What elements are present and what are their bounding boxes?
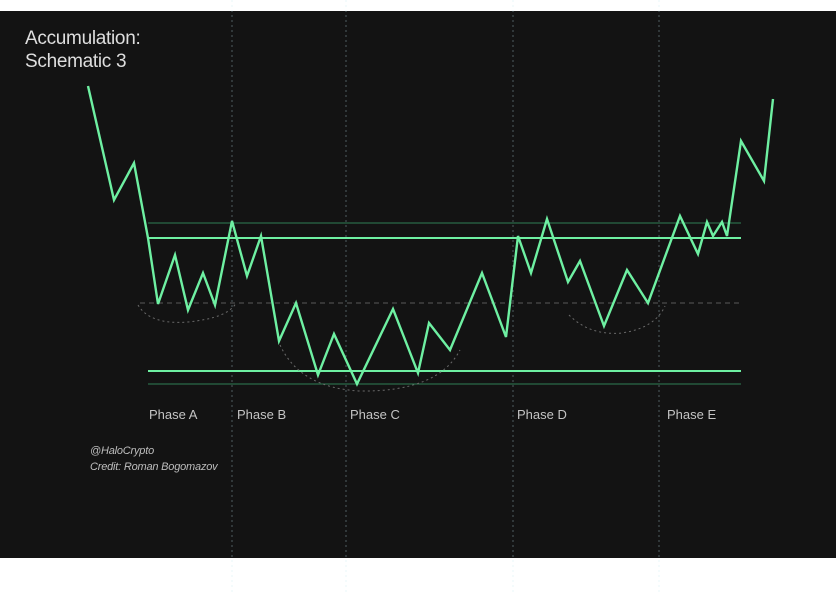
annotation-ellipses — [137, 302, 666, 392]
ellipse-phase-a — [137, 302, 237, 323]
ellipse-phase-d — [568, 305, 666, 334]
phase-a-label: Phase A — [149, 407, 198, 422]
phase-d-label: Phase D — [517, 407, 567, 422]
phase-dividers — [231, 0, 660, 593]
credit-handle: @HaloCrypto — [90, 445, 154, 457]
diagram-title-line-1: Accumulation: — [25, 28, 141, 49]
phase-c-label: Phase C — [350, 407, 400, 422]
price-path — [86, 85, 775, 387]
phase-b-label: Phase B — [237, 407, 287, 422]
diagram-title-line-2: Schematic 3 — [25, 51, 127, 72]
phase-e-label: Phase E — [667, 407, 717, 422]
credit-author: Credit: Roman Bogomazov — [90, 461, 218, 473]
diagram-panel — [0, 11, 836, 558]
